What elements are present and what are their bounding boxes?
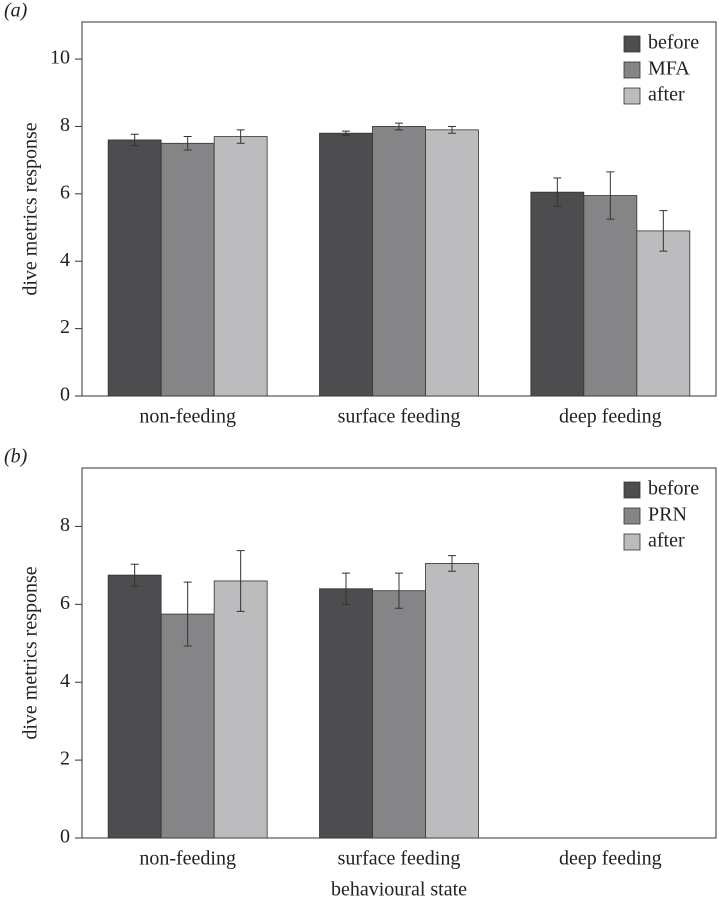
y-tick-label: 8 xyxy=(60,514,70,536)
legend-label: before xyxy=(648,478,699,500)
y-tick-label: 6 xyxy=(60,181,70,203)
y-tick-label: 0 xyxy=(60,826,70,848)
x-tick-label: deep feeding xyxy=(559,406,662,428)
error-bar xyxy=(659,210,668,252)
error-bar xyxy=(130,563,139,587)
legend-label: after xyxy=(648,530,685,552)
legend-label: MFA xyxy=(648,58,690,80)
bar xyxy=(583,195,638,397)
error-bar xyxy=(395,122,403,131)
error-bar xyxy=(606,171,615,220)
y-tick-label: 8 xyxy=(60,114,70,136)
legend-swatch xyxy=(623,35,641,53)
bar xyxy=(425,129,479,397)
bar xyxy=(425,563,479,839)
x-axis-label: behavioural state xyxy=(331,879,467,901)
legend-swatch xyxy=(623,481,641,499)
legend-label: after xyxy=(648,84,685,106)
legend-swatch xyxy=(623,61,641,79)
bar xyxy=(213,580,268,839)
y-tick-label: 0 xyxy=(60,384,70,406)
error-bar xyxy=(130,133,139,147)
error-bar xyxy=(342,130,350,136)
bar xyxy=(319,132,373,397)
y-tick-label: 4 xyxy=(60,670,70,692)
bar xyxy=(372,590,426,839)
error-bar xyxy=(183,581,192,647)
y-tick-label: 4 xyxy=(60,249,70,271)
error-bar xyxy=(183,136,192,151)
x-tick-label: deep feeding xyxy=(559,848,662,870)
bar xyxy=(160,142,215,397)
error-bar xyxy=(395,572,403,609)
bar xyxy=(530,191,585,397)
x-tick-label: surface feeding xyxy=(338,406,461,428)
x-tick-label: surface feeding xyxy=(338,848,461,870)
x-tick-label: non-feeding xyxy=(139,406,236,428)
y-tick-label: 10 xyxy=(50,47,70,69)
error-bar xyxy=(553,177,562,207)
bar xyxy=(372,126,426,397)
bar xyxy=(319,588,373,839)
bar xyxy=(107,139,162,397)
y-axis-label: dive metrics response xyxy=(20,122,42,295)
y-axis-label: dive metrics response xyxy=(20,566,42,739)
legend-swatch xyxy=(623,87,641,105)
bar xyxy=(107,574,162,839)
legend-label: before xyxy=(648,32,699,54)
bar xyxy=(160,613,215,839)
error-bar xyxy=(236,550,245,612)
bar xyxy=(636,230,691,397)
y-tick-label: 6 xyxy=(60,592,70,614)
error-bar xyxy=(448,555,456,572)
panel-label: (b) xyxy=(4,446,28,468)
x-tick-label: non-feeding xyxy=(139,848,236,870)
bar xyxy=(213,136,268,397)
legend-swatch xyxy=(623,507,641,525)
legend-swatch xyxy=(623,533,641,551)
legend-label: PRN xyxy=(648,504,687,526)
y-tick-label: 2 xyxy=(60,316,70,338)
panel-label: (a) xyxy=(4,0,28,22)
error-bar xyxy=(236,129,245,144)
error-bar xyxy=(342,572,350,605)
y-tick-label: 2 xyxy=(60,748,70,770)
error-bar xyxy=(448,125,456,134)
